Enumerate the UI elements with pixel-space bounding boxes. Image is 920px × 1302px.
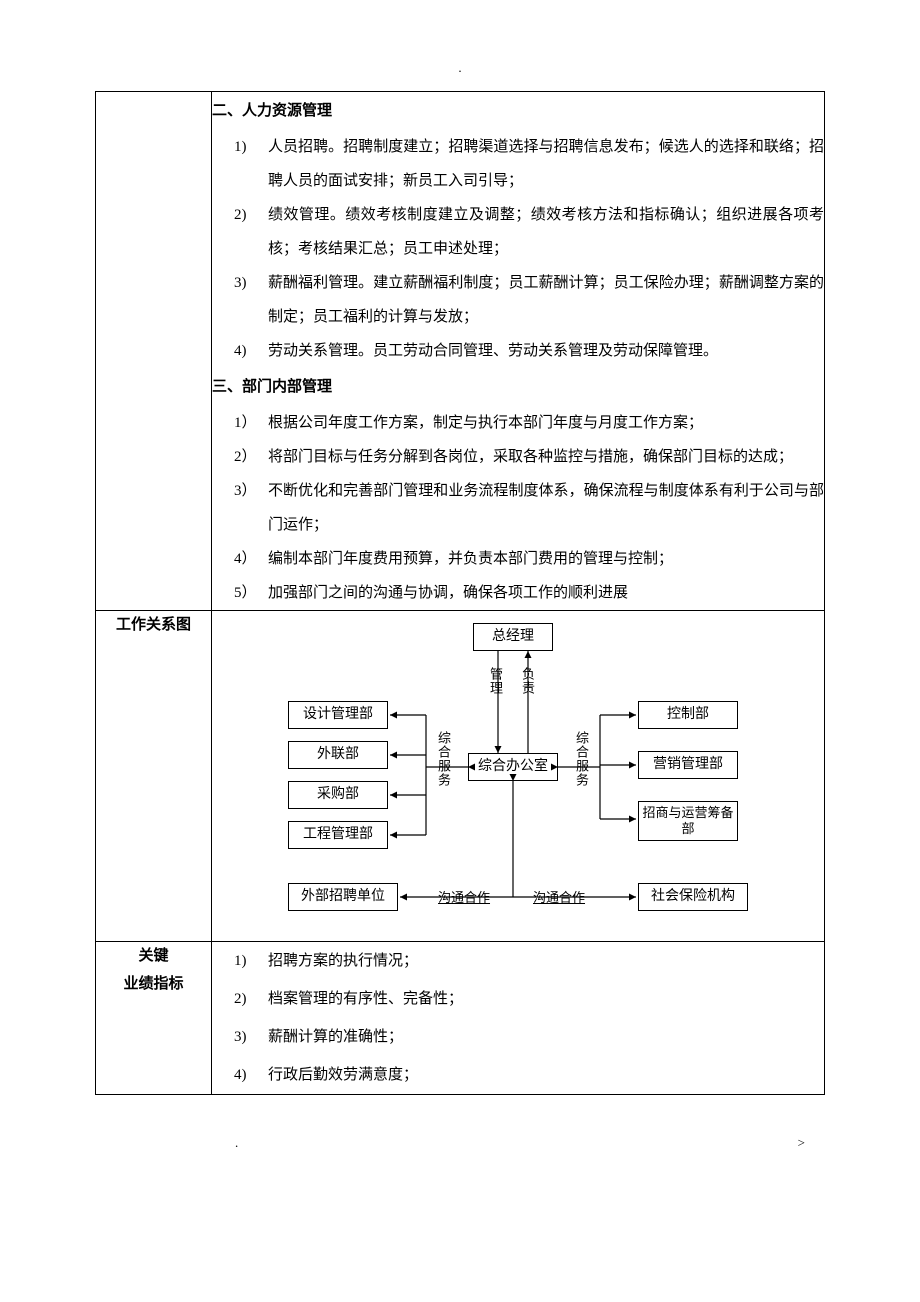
item-marker: 1): [234, 942, 247, 980]
item-marker: 5）: [234, 576, 257, 610]
row1-content-cell: 二、人力资源管理 1) 人员招聘。招聘制度建立；招聘渠道选择与招聘信息发布；候选人…: [212, 92, 825, 611]
list-item: 2) 绩效管理。绩效考核制度建立及调整；绩效考核方法和指标确认；组织进展各项考核；…: [212, 198, 824, 266]
item-text: 绩效管理。绩效考核制度建立及调整；绩效考核方法和指标确认；组织进展各项考核；考核…: [268, 207, 824, 257]
item-text: 薪酬福利管理。建立薪酬福利制度；员工薪酬计算；员工保险办理；薪酬调整方案的制定；…: [268, 275, 824, 325]
hlabel-right: 沟通合作: [533, 881, 585, 915]
row3-label-line1: 关键: [96, 942, 211, 970]
list-item: 5） 加强部门之间的沟通与协调，确保各项工作的顺利进展: [212, 576, 824, 610]
table-row: 工作关系图 总经理 综合办公室 设计管理部 外联部 采购部 工程管理部 控制部 …: [96, 611, 825, 942]
item-marker: 3): [234, 266, 247, 300]
hlabel-left: 沟通合作: [438, 881, 490, 915]
list-item: 1） 根据公司年度工作方案，制定与执行本部门年度与月度工作方案；: [212, 406, 824, 440]
item-marker: 2): [234, 980, 247, 1018]
vlabel-svc-right: 综合服务: [574, 731, 588, 787]
kpi-list: 1) 招聘方案的执行情况； 2) 档案管理的有序性、完备性； 3) 薪酬计算的准确性；…: [212, 942, 824, 1094]
row2-label-cell: 工作关系图: [96, 611, 212, 942]
item-marker: 1): [234, 130, 247, 164]
section2-heading: 二、人力资源管理: [212, 94, 824, 128]
list-item: 1) 人员招聘。招聘制度建立；招聘渠道选择与招聘信息发布；候选人的选择和联络；招聘…: [212, 130, 824, 198]
section3-heading: 三、部门内部管理: [212, 370, 824, 404]
item-text: 根据公司年度工作方案，制定与执行本部门年度与月度工作方案；: [268, 415, 703, 431]
row1-label-cell: [96, 92, 212, 611]
list-item: 4) 劳动关系管理。员工劳动合同管理、劳动关系管理及劳动保障管理。: [212, 334, 824, 368]
vlabel-manage: 管理: [488, 667, 502, 695]
item-marker: 4): [234, 1056, 247, 1094]
table-row: 关键 业绩指标 1) 招聘方案的执行情况； 2) 档案管理的有序性、完备性； 3) 薪…: [96, 942, 825, 1095]
node-bottom-left: 外部招聘单位: [288, 883, 398, 911]
section2-list: 1) 人员招聘。招聘制度建立；招聘渠道选择与招聘信息发布；候选人的选择和联络；招聘…: [212, 130, 824, 368]
node-right-1: 控制部: [638, 701, 738, 729]
list-item: 2） 将部门目标与任务分解到各岗位，采取各种监控与措施，确保部门目标的达成；: [212, 440, 824, 474]
item-text: 编制本部门年度费用预算，并负责本部门费用的管理与控制；: [268, 551, 673, 567]
node-right-3: 招商与运营筹备部: [638, 801, 738, 841]
item-text: 加强部门之间的沟通与协调，确保各项工作的顺利进展: [268, 585, 628, 601]
footer-dot-left: .: [235, 1135, 238, 1151]
item-marker: 3): [234, 1018, 247, 1056]
main-table: 二、人力资源管理 1) 人员招聘。招聘制度建立；招聘渠道选择与招聘信息发布；候选人…: [95, 91, 825, 1095]
row3-label-line2: 业绩指标: [96, 970, 211, 998]
item-text: 人员招聘。招聘制度建立；招聘渠道选择与招聘信息发布；候选人的选择和联络；招聘人员…: [268, 139, 824, 189]
item-text: 档案管理的有序性、完备性；: [268, 991, 463, 1007]
vlabel-svc-left: 综合服务: [436, 731, 450, 787]
row2-content-cell: 总经理 综合办公室 设计管理部 外联部 采购部 工程管理部 控制部 营销管理部 …: [212, 611, 825, 942]
node-left-4: 工程管理部: [288, 821, 388, 849]
node-bottom-right: 社会保险机构: [638, 883, 748, 911]
footer-mark-right: >: [798, 1135, 805, 1151]
header-dot: .: [95, 60, 825, 76]
list-item: 3） 不断优化和完善部门管理和业务流程制度体系，确保流程与制度体系有利于公司与部门…: [212, 474, 824, 542]
document-page: . 二、人力资源管理 1) 人员招聘。招聘制度建立；招聘渠道选择与招聘信息发布；候…: [0, 0, 920, 1191]
section3-list: 1） 根据公司年度工作方案，制定与执行本部门年度与月度工作方案； 2） 将部门目标与…: [212, 406, 824, 610]
node-left-1: 设计管理部: [288, 701, 388, 729]
node-left-3: 采购部: [288, 781, 388, 809]
list-item: 4) 行政后勤效劳满意度；: [212, 1056, 824, 1094]
item-marker: 4）: [234, 542, 257, 576]
footer-marks: . >: [95, 1135, 825, 1151]
row3-label-cell: 关键 业绩指标: [96, 942, 212, 1095]
item-text: 行政后勤效劳满意度；: [268, 1067, 418, 1083]
row3-content-cell: 1) 招聘方案的执行情况； 2) 档案管理的有序性、完备性； 3) 薪酬计算的准确性；…: [212, 942, 825, 1095]
item-text: 劳动关系管理。员工劳动合同管理、劳动关系管理及劳动保障管理。: [268, 343, 718, 359]
item-text: 不断优化和完善部门管理和业务流程制度体系，确保流程与制度体系有利于公司与部门运作…: [268, 483, 824, 533]
table-row: 二、人力资源管理 1) 人员招聘。招聘制度建立；招聘渠道选择与招聘信息发布；候选人…: [96, 92, 825, 611]
list-item: 2) 档案管理的有序性、完备性；: [212, 980, 824, 1018]
item-marker: 3）: [234, 474, 257, 508]
item-marker: 4): [234, 334, 247, 368]
item-marker: 2）: [234, 440, 257, 474]
list-item: 1) 招聘方案的执行情况；: [212, 942, 824, 980]
item-text: 将部门目标与任务分解到各岗位，采取各种监控与措施，确保部门目标的达成；: [268, 449, 793, 465]
item-text: 招聘方案的执行情况；: [268, 953, 418, 969]
org-diagram: 总经理 综合办公室 设计管理部 外联部 采购部 工程管理部 控制部 营销管理部 …: [218, 621, 818, 931]
list-item: 3) 薪酬福利管理。建立薪酬福利制度；员工薪酬计算；员工保险办理；薪酬调整方案的制…: [212, 266, 824, 334]
item-marker: 2): [234, 198, 247, 232]
vlabel-responsible: 负责: [520, 667, 534, 695]
list-item: 3) 薪酬计算的准确性；: [212, 1018, 824, 1056]
list-item: 4） 编制本部门年度费用预算，并负责本部门费用的管理与控制；: [212, 542, 824, 576]
node-center: 综合办公室: [468, 753, 558, 781]
item-marker: 1）: [234, 406, 257, 440]
node-left-2: 外联部: [288, 741, 388, 769]
node-gm: 总经理: [473, 623, 553, 651]
item-text: 薪酬计算的准确性；: [268, 1029, 403, 1045]
node-right-2: 营销管理部: [638, 751, 738, 779]
